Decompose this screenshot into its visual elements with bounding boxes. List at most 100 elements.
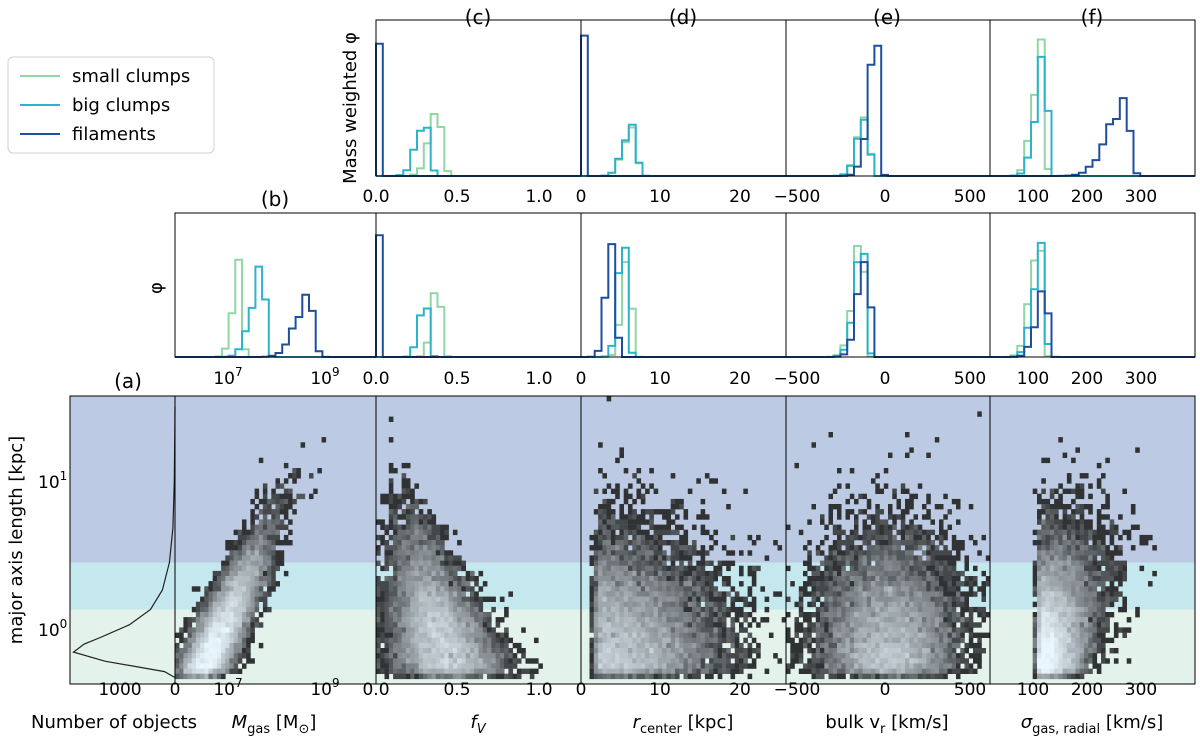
- heatmap-cell: [606, 555, 612, 561]
- heatmap-cell: [632, 576, 637, 582]
- heatmap-cell: [977, 637, 982, 644]
- heatmap-cell: [649, 560, 654, 566]
- heatmap-cell: [606, 637, 612, 644]
- heatmap-cell: [376, 596, 381, 602]
- heatmap-cell: [786, 612, 791, 618]
- heatmap-cell: [401, 627, 407, 633]
- heatmap-cell: [679, 606, 684, 613]
- heatmap-cell: [431, 540, 437, 546]
- heatmap-cell: [271, 565, 276, 572]
- heatmap-cell: [1088, 596, 1093, 602]
- heatmap-cell: [1075, 617, 1080, 623]
- heatmap-cell: [905, 565, 910, 572]
- heatmap-cell: [216, 673, 222, 680]
- heatmap-cell: [683, 509, 689, 515]
- heatmap-cell: [1079, 504, 1085, 510]
- heatmap-cell: [696, 596, 701, 602]
- heatmap-cell: [1032, 565, 1038, 572]
- heatmap-cell: [246, 529, 251, 536]
- heatmap-cell: [225, 648, 230, 654]
- heatmap-cell: [768, 632, 774, 638]
- heatmap-cell: [649, 642, 654, 649]
- heatmap-cell: [862, 601, 867, 608]
- heatmap-cell: [225, 576, 230, 582]
- heatmap-cell: [687, 642, 693, 649]
- heatmap-cell: [444, 596, 449, 602]
- heatmap-cell: [512, 642, 518, 649]
- heatmap-cell: [440, 632, 445, 638]
- heatmap-cell: [883, 550, 889, 556]
- heatmap-cell: [930, 581, 935, 587]
- heatmap-cell: [803, 545, 808, 551]
- heatmap-cell: [267, 591, 272, 597]
- heatmap-cell: [619, 648, 624, 654]
- heatmap-cell: [828, 555, 833, 561]
- heatmap-cell: [1037, 498, 1042, 505]
- heatmap-cell: [606, 560, 612, 566]
- heatmap-cell: [615, 540, 620, 546]
- heatmap-cell: [610, 673, 616, 680]
- heatmap-cell: [820, 673, 825, 680]
- heatmap-cell: [598, 632, 603, 638]
- heatmap-cell: [233, 637, 239, 644]
- heatmap-cell: [1088, 504, 1093, 510]
- heatmap-cell: [376, 637, 381, 644]
- heatmap-cell: [632, 653, 637, 659]
- heatmap-cell: [909, 601, 914, 608]
- mid-xtick-e-m500: −500: [774, 369, 821, 389]
- heatmap-cell: [888, 642, 893, 649]
- heatmap-cell: [679, 617, 684, 623]
- heatmap-cell: [905, 663, 910, 669]
- heatmap-cell: [849, 550, 855, 556]
- heatmap-cell: [296, 493, 301, 500]
- heatmap-cell: [610, 622, 616, 628]
- heatmap-cell: [271, 540, 276, 546]
- heatmap-cell: [679, 591, 684, 597]
- heatmap-cell: [448, 642, 454, 649]
- heatmap-cell: [845, 534, 850, 541]
- heatmap-cell: [1032, 586, 1038, 592]
- heatmap-cell: [636, 570, 642, 577]
- heatmap-cell: [444, 524, 449, 530]
- heatmap-cell: [649, 581, 654, 587]
- heatmap-cell: [1032, 663, 1038, 669]
- heatmap-cell: [653, 565, 659, 572]
- heatmap-cell: [427, 622, 432, 628]
- heatmap-cell: [504, 606, 509, 613]
- heatmap-cell: [229, 596, 234, 602]
- heatmap-cell: [279, 504, 285, 510]
- heatmap-cell: [900, 581, 906, 587]
- heatmap-cell: [632, 534, 637, 541]
- heatmap-cell: [1088, 545, 1093, 551]
- heatmap-cell: [683, 570, 689, 577]
- heatmap-cell: [478, 668, 484, 674]
- heatmap-cell: [913, 632, 918, 638]
- heatmap-cell: [246, 658, 251, 664]
- heatmap-cell: [717, 565, 723, 572]
- heatmap-cell: [233, 576, 239, 582]
- heatmap-cell: [423, 514, 428, 520]
- heatmap-cell: [275, 509, 280, 515]
- heatmap-cell: [452, 529, 458, 536]
- heatmap-cell: [440, 673, 445, 680]
- heatmap-cell: [636, 632, 642, 638]
- heatmap-cell: [1041, 591, 1046, 597]
- heatmap-cell: [1037, 581, 1042, 587]
- heatmap-cell: [237, 642, 243, 649]
- heatmap-cell: [623, 581, 629, 587]
- heatmap-cell: [713, 540, 718, 546]
- heatmap-cell: [397, 581, 402, 587]
- heatmap-cell: [482, 612, 488, 618]
- heatmap-cell: [832, 550, 838, 556]
- heatmap-cell: [1049, 642, 1055, 649]
- heatmap-cell: [917, 606, 923, 613]
- heatmap-cell: [457, 612, 462, 618]
- heatmap-cell: [1079, 534, 1085, 541]
- heatmap-cell: [892, 493, 897, 500]
- heatmap-cell: [807, 591, 812, 597]
- heatmap-cell: [267, 498, 272, 505]
- heatmap-cell: [246, 642, 251, 649]
- heatmap-cell: [1041, 488, 1046, 494]
- heatmap-cell: [858, 581, 863, 587]
- heatmap-cell: [713, 529, 718, 536]
